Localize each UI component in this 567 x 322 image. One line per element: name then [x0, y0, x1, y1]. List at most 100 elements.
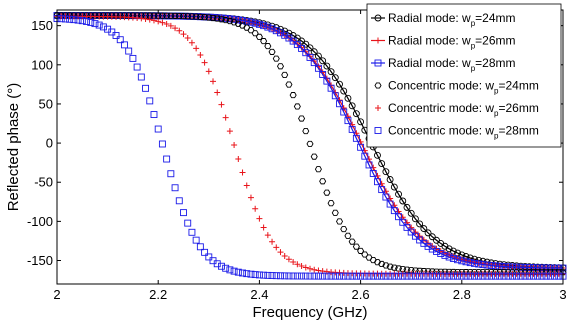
data-point: [146, 97, 154, 105]
data-point: [205, 68, 212, 75]
legend-label-prefix: Concentric mode: w: [388, 79, 494, 93]
data-point: [289, 92, 297, 99]
legend-label-prefix: Concentric mode: w: [388, 124, 494, 138]
data-point: [412, 229, 419, 236]
data-point: [407, 228, 415, 236]
data-point: [357, 143, 365, 151]
data-point: [196, 13, 204, 20]
data-point: [188, 228, 196, 236]
data-point: [530, 272, 537, 280]
data-point: [188, 39, 195, 46]
data-point: [471, 272, 478, 280]
data-point: [281, 71, 289, 78]
data-point: [546, 272, 554, 280]
data-point: [171, 184, 179, 192]
data-point: [424, 272, 432, 280]
data-point: [314, 272, 322, 280]
data-point: [319, 71, 327, 78]
data-point: [247, 270, 255, 278]
data-point: [277, 249, 284, 256]
data-point: [201, 59, 208, 66]
data-point: [289, 37, 297, 45]
data-point: [331, 272, 339, 280]
data-point: [251, 19, 259, 27]
data-point: [255, 33, 263, 40]
data-point: [260, 224, 267, 231]
data-point: [374, 151, 381, 159]
data-point: [310, 59, 318, 67]
data-point: [525, 272, 533, 280]
data-point: [361, 272, 369, 280]
data-point: [382, 272, 390, 280]
legend-label-subscript: p: [494, 109, 499, 118]
data-point: [403, 266, 411, 273]
data-point: [319, 272, 327, 280]
y-tick-label: 50: [39, 96, 53, 111]
data-point: [171, 12, 179, 19]
data-point: [348, 272, 356, 280]
data-point: [449, 272, 457, 280]
data-point: [530, 264, 537, 272]
data-point: [416, 233, 423, 240]
data-point: [222, 114, 229, 121]
data-point: [327, 272, 335, 280]
data-point: [352, 243, 360, 250]
data-point: [399, 266, 407, 273]
data-point: [504, 272, 512, 280]
legend-entry: Radial mode: wp=24mm: [371, 11, 516, 28]
data-point: [458, 272, 466, 280]
data-point: [108, 28, 116, 36]
data-point: [378, 272, 386, 280]
data-point: [272, 27, 280, 35]
data-point: [214, 89, 221, 96]
data-point: [175, 12, 183, 20]
data-point: [213, 15, 221, 22]
data-point: [411, 232, 419, 240]
data-point: [281, 253, 288, 260]
data-point: [466, 259, 474, 267]
legend-label: Radial mode: wp=24mm: [388, 11, 516, 28]
data-point: [83, 18, 90, 25]
data-point: [521, 272, 529, 280]
data-point: [348, 102, 356, 110]
data-point: [340, 87, 348, 95]
data-point: [374, 59, 382, 67]
data-point: [276, 63, 284, 70]
legend-label: Concentric mode: wp=28mm: [388, 124, 539, 141]
y-tick-label: 150: [31, 18, 53, 33]
data-point: [116, 36, 124, 44]
data-point: [340, 272, 348, 280]
data-point: [239, 17, 246, 25]
data-point: [340, 108, 348, 116]
data-point: [538, 264, 546, 272]
data-point: [462, 258, 470, 266]
data-point: [428, 272, 436, 280]
data-point: [226, 15, 234, 23]
data-point: [336, 272, 343, 280]
data-point: [302, 128, 310, 135]
data-point: [411, 272, 419, 280]
data-point: [348, 238, 356, 245]
data-point: [192, 13, 200, 20]
data-point: [222, 17, 230, 24]
data-point: [428, 233, 436, 241]
data-point: [517, 263, 525, 271]
data-point: [293, 272, 301, 280]
data-point: [306, 140, 314, 147]
y-tick-label: -50: [34, 175, 53, 190]
data-point: [357, 272, 365, 280]
data-point: [315, 267, 322, 274]
legend-label: Concentric mode: wp=26mm: [388, 101, 539, 118]
data-point: [310, 153, 318, 160]
legend-label-suffix: =26mm: [499, 101, 539, 115]
data-point: [272, 55, 280, 62]
data-point: [108, 12, 116, 19]
data-point: [306, 44, 314, 52]
legend-label-prefix: Radial mode: w: [388, 34, 471, 48]
data-point: [555, 272, 563, 280]
data-point: [306, 272, 314, 280]
data-point: [255, 20, 263, 28]
data-point: [154, 12, 162, 19]
legend-label-subscript: p: [494, 87, 499, 96]
legend-label: Radial mode: wp=28mm: [388, 56, 516, 73]
